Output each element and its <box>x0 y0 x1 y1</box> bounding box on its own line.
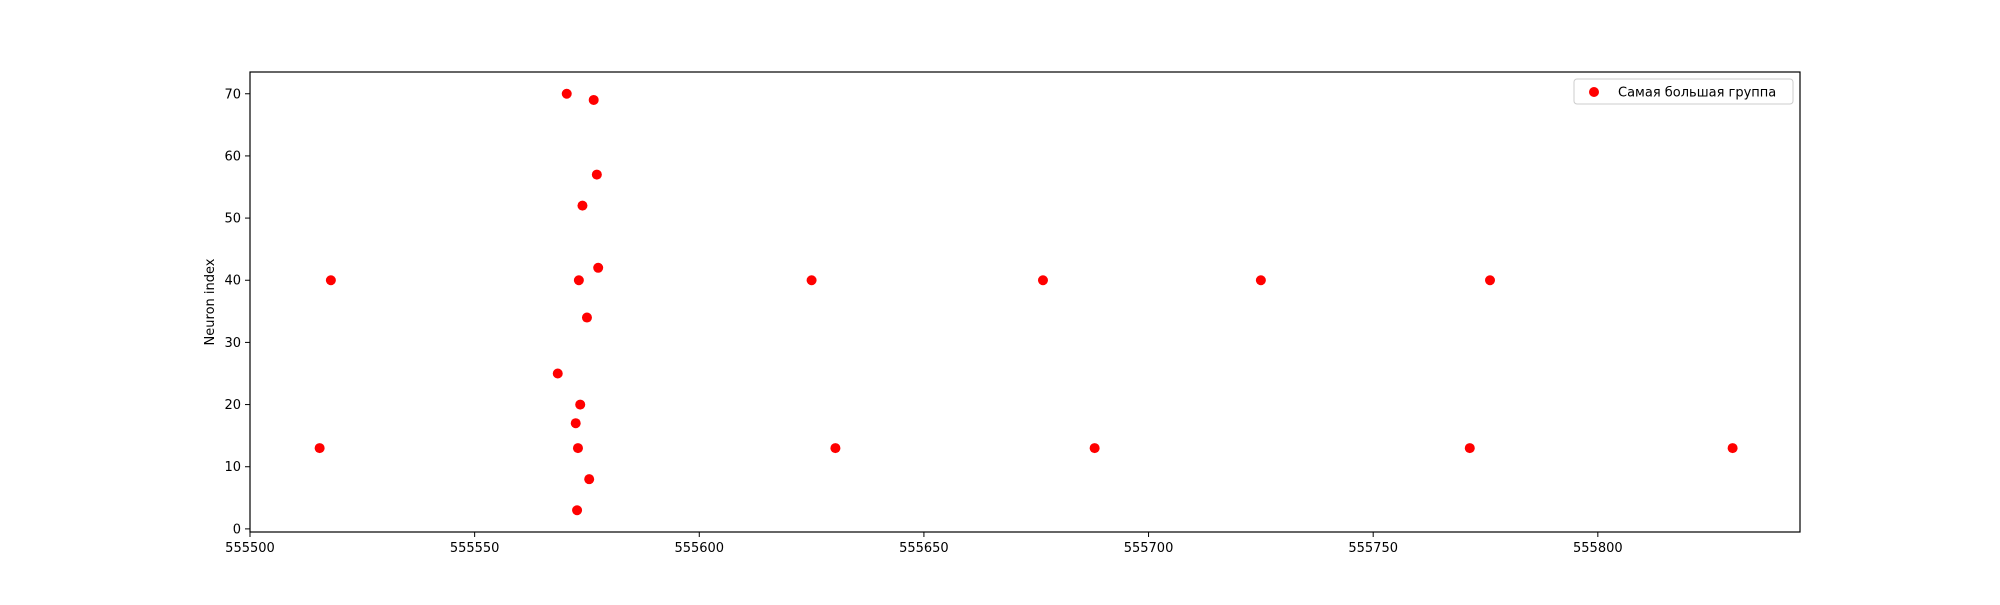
y-tick-label: 0 <box>233 522 241 537</box>
y-axis-label: Neuron index <box>203 258 218 345</box>
data-point <box>588 94 599 105</box>
points-layer <box>314 88 1738 516</box>
data-point <box>581 312 592 323</box>
x-tick-label: 555800 <box>1573 541 1623 556</box>
data-point <box>552 368 563 379</box>
plot-area-background <box>250 72 1800 532</box>
x-tick-label: 555550 <box>450 541 500 556</box>
x-axis: 555500 555550 555600 555650 555700 555750 5558… <box>225 532 1623 556</box>
data-point <box>572 443 583 454</box>
data-point <box>1727 443 1738 454</box>
data-point <box>1485 275 1495 286</box>
y-tick-label: 10 <box>224 460 241 475</box>
legend-label: Самая большая группа <box>1618 86 1776 101</box>
data-point <box>591 169 602 180</box>
data-point <box>806 275 817 286</box>
legend: Самая большая группа <box>1573 78 1794 105</box>
data-point <box>572 505 583 516</box>
y-tick-label: 30 <box>224 336 241 351</box>
data-point <box>577 200 588 211</box>
y-tick-label: 50 <box>224 212 241 227</box>
legend-box <box>1573 78 1794 105</box>
legend-marker <box>1589 87 1599 97</box>
data-point <box>1037 275 1048 286</box>
y-tick-label: 20 <box>224 398 241 413</box>
y-axis: 0 10 20 30 40 50 60 70 <box>224 87 250 537</box>
data-point <box>570 418 581 429</box>
x-tick-label: 555750 <box>1348 541 1398 556</box>
data-point <box>830 443 841 454</box>
x-tick-label: 555700 <box>1124 541 1174 556</box>
data-point <box>593 262 604 273</box>
x-tick-label: 555500 <box>225 541 275 556</box>
data-point <box>314 443 325 454</box>
plot-frame <box>249 71 1801 533</box>
data-point <box>1464 443 1475 454</box>
data-point <box>1255 275 1266 286</box>
data-point <box>584 474 595 485</box>
data-point <box>325 275 336 286</box>
y-tick-label: 60 <box>224 149 241 164</box>
y-tick-label: 40 <box>224 274 241 289</box>
data-point <box>1089 443 1100 454</box>
data-point <box>575 399 586 410</box>
x-tick-label: 555650 <box>899 541 949 556</box>
data-point <box>561 88 572 99</box>
x-tick-label: 555600 <box>674 541 724 556</box>
y-tick-label: 70 <box>224 87 241 102</box>
data-point <box>573 275 584 286</box>
